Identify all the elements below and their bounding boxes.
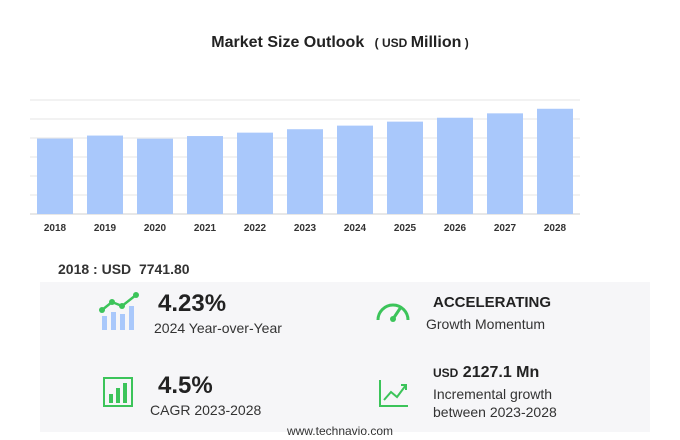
cagr-label: CAGR 2023-2028 [150, 402, 262, 418]
x-tick-2024: 2024 [344, 223, 367, 234]
bar-2019 [87, 135, 123, 214]
title-unit-prefix: USD [382, 36, 408, 50]
bar-2018 [37, 138, 73, 214]
incremental-label-1: Incremental growth [433, 386, 553, 402]
title-unit: ( USD Million ) [374, 34, 469, 51]
chart-title: Market Size Outlook ( USD Million ) [0, 34, 680, 52]
x-tick-2018: 2018 [44, 223, 67, 234]
yoy-label: 2024 Year-over-Year [154, 320, 282, 336]
base-year-value: 2018 : USD 7741.80 [58, 261, 190, 277]
bar-2022 [237, 132, 273, 214]
bar-2025 [387, 121, 423, 214]
incremental-amount: 2127.1 Mn [462, 364, 540, 381]
momentum-label: Growth Momentum [426, 316, 546, 332]
base-label: 2018 : USD [58, 261, 132, 277]
bar-2026 [437, 117, 473, 214]
bar-2024 [337, 125, 373, 214]
momentum-value: ACCELERATING [433, 294, 552, 311]
footer-url[interactable]: www.technavio.com [286, 424, 394, 438]
bar-growth-icon [99, 292, 139, 330]
bar-chart: 2018 2019 2020 2021 2022 2023 2024 2025 2026 2027… [30, 99, 580, 234]
cagr-value: 4.5% [158, 372, 213, 399]
bar-2021 [187, 136, 223, 214]
x-tick-2028: 2028 [544, 223, 567, 234]
base-value: 7741.80 [138, 261, 190, 277]
incremental-value: USD 2127.1 Mn [433, 364, 539, 382]
bar-2020 [137, 138, 173, 214]
yoy-value: 4.23% [158, 290, 227, 317]
chart-x-ticks: 2018 2019 2020 2021 2022 2023 2024 2025 2026 2027… [44, 223, 567, 234]
bar-2027 [487, 113, 523, 214]
incremental-label-2: between 2023-2028 [433, 404, 557, 420]
line-trend-icon [379, 380, 408, 407]
speedometer-icon [376, 303, 410, 322]
x-tick-2026: 2026 [444, 223, 467, 234]
x-tick-2021: 2021 [194, 223, 217, 234]
x-tick-2023: 2023 [294, 223, 317, 234]
incremental-unit: USD [433, 366, 459, 380]
kpi-panel [40, 282, 650, 432]
bar-2023 [287, 129, 323, 214]
chart-bars [37, 108, 573, 214]
x-tick-2019: 2019 [94, 223, 117, 234]
x-tick-2027: 2027 [494, 223, 517, 234]
bar-chart-icon [103, 377, 133, 407]
x-tick-2020: 2020 [144, 223, 167, 234]
title-unit-suffix: Million [410, 34, 462, 51]
title-text: Market Size Outlook [211, 34, 365, 51]
x-tick-2022: 2022 [244, 223, 267, 234]
x-tick-2025: 2025 [394, 223, 417, 234]
bar-2028 [537, 108, 573, 214]
